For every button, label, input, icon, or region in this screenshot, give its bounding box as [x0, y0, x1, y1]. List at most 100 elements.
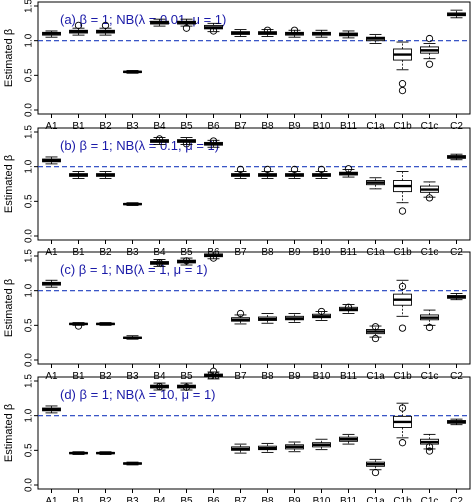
x-tick-label-B6: B6	[207, 496, 220, 502]
box-C2	[447, 153, 466, 161]
box-B2	[96, 322, 115, 326]
box-B1	[69, 322, 88, 330]
x-tick-label-B2: B2	[99, 121, 112, 132]
y-axis-title: Estimated β	[3, 29, 15, 87]
outlier-point	[398, 86, 407, 95]
outlier-point	[425, 447, 434, 455]
plot-frame	[37, 1, 471, 115]
y-axis-title: Estimated β	[3, 279, 15, 337]
outlier-point	[317, 165, 326, 174]
x-tick-label-B5: B5	[180, 496, 193, 502]
outlier-point	[371, 323, 380, 331]
outlier-point	[425, 34, 434, 43]
box-C1c	[420, 181, 439, 202]
x-tick-label-C1a: C1a	[366, 121, 385, 132]
x-tick-label-C1c: C1c	[421, 496, 439, 502]
outlier-point	[209, 254, 218, 262]
plot-frame	[37, 376, 471, 490]
x-tick-label-B5: B5	[180, 121, 193, 132]
x-tick-label-B11: B11	[340, 121, 357, 132]
box-B10	[312, 165, 331, 179]
box-B1	[69, 171, 88, 179]
x-tick-label-C1a: C1a	[366, 496, 385, 502]
outlier-point	[398, 404, 407, 412]
outlier-point	[317, 307, 326, 316]
panel-title: (c) β = 1; NB(λ = 1, μ = 1)	[60, 262, 208, 277]
y-tick-label: 1.0	[24, 33, 35, 47]
outlier-point	[398, 324, 407, 332]
box-B9	[285, 165, 304, 179]
box-B4	[150, 259, 169, 267]
outlier-point	[182, 383, 191, 391]
box-B11	[339, 165, 358, 178]
y-tick-label: 0.5	[24, 68, 35, 82]
outlier-point	[155, 259, 164, 267]
outlier-point	[263, 26, 272, 34]
x-tick-label-B3: B3	[126, 121, 139, 132]
y-tick-label: 1.5	[24, 125, 35, 139]
outlier-point	[371, 468, 380, 477]
outlier-point	[425, 194, 434, 202]
outlier-point	[344, 303, 353, 311]
plot-frame	[37, 251, 471, 365]
box-B11	[339, 303, 358, 314]
outlier-point	[290, 165, 299, 174]
outlier-point	[236, 309, 245, 318]
box-B5	[177, 18, 196, 32]
x-tick-label-B1: B1	[72, 496, 85, 502]
outlier-point	[155, 135, 164, 143]
panel-0: 0.0 0.5 1.0 1.5 Estimated β (a) β = 1; NB(λ =…	[3, 0, 471, 132]
x-tick-label-C1b: C1b	[393, 121, 412, 132]
y-tick-label: 0.5	[24, 443, 35, 457]
x-tick-label-B7: B7	[234, 121, 247, 132]
box-B6	[204, 367, 223, 380]
outlier-point	[236, 165, 245, 174]
box-B5	[177, 257, 196, 266]
box-C1c	[420, 34, 439, 68]
outlier-point	[209, 367, 218, 375]
box-A1	[42, 30, 61, 38]
box-B3	[123, 202, 142, 206]
x-tick-label-B2: B2	[99, 496, 112, 502]
outlier-point	[263, 165, 272, 174]
box-A1	[42, 279, 61, 288]
y-tick-label: 0.5	[24, 194, 35, 208]
plot-frame	[37, 127, 471, 241]
outlier-point	[425, 323, 434, 332]
y-tick-label: 0.5	[24, 318, 35, 332]
box-B8	[258, 313, 277, 324]
y-tick-label: 0.0	[24, 353, 35, 367]
box-B7	[231, 309, 250, 325]
box-B11	[339, 433, 358, 445]
box-B4	[150, 18, 169, 27]
x-tick-label-C2: C2	[450, 121, 463, 132]
outlier-point	[398, 439, 407, 447]
x-tick-label-B7: B7	[234, 496, 247, 502]
box-B4	[150, 382, 169, 391]
y-tick-label: 1.0	[24, 408, 35, 422]
box-B9	[285, 441, 304, 453]
y-tick-label: 0.0	[24, 478, 35, 492]
x-tick-label-C1b: C1b	[393, 496, 412, 502]
x-tick-label-B9: B9	[288, 496, 301, 502]
outlier-point	[398, 207, 407, 215]
panel-title: (d) β = 1; NB(λ = 10, μ = 1)	[60, 387, 216, 402]
box-B6	[204, 22, 223, 35]
box-C1b	[393, 279, 412, 332]
panel-title: (a) β = 1; NB(λ = 0.01, μ = 1)	[60, 12, 226, 27]
box-C1b	[393, 41, 412, 95]
box-B2	[96, 21, 115, 36]
outlier-point	[182, 140, 191, 148]
box-B3	[123, 70, 142, 74]
box-B1	[69, 451, 88, 455]
box-B2	[96, 171, 115, 179]
box-B10	[312, 307, 331, 321]
box-B8	[258, 165, 277, 179]
outlier-point	[101, 21, 110, 30]
box-B7	[231, 165, 250, 179]
y-tick-label: 1.0	[24, 283, 35, 297]
box-C1c	[420, 433, 439, 455]
box-B1	[69, 21, 88, 36]
outlier-point	[290, 26, 299, 34]
